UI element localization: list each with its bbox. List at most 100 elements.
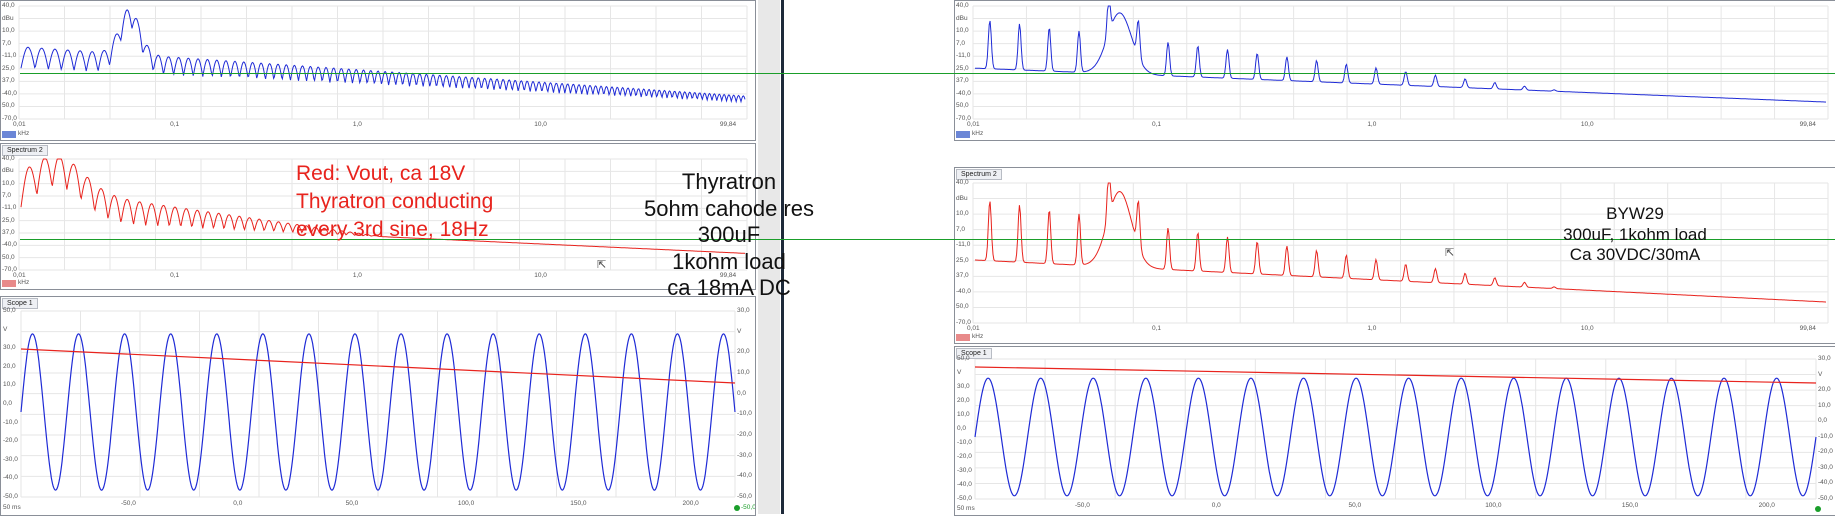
y-tick-label-right: -30,0: [737, 451, 752, 459]
x-tick-label: 50,0: [345, 500, 359, 507]
y-tick-label: 37,0: [956, 272, 969, 280]
y-tick-label-right: -40,0: [1818, 479, 1833, 487]
x-tick-label: 99,84: [719, 121, 737, 128]
right-black-line-3: Ca 30VDC/30mA: [1569, 245, 1701, 264]
y-tick-label-right: 10,0: [737, 369, 750, 376]
y-tick-label-right: 0,0: [1818, 417, 1828, 425]
y-tick-label: 50,0: [2, 253, 15, 261]
right-spectrum-1-grid: [972, 5, 1829, 120]
left-black-line-4: 1kohm load: [672, 248, 786, 274]
y-tick-label-left: 30,0: [957, 383, 970, 390]
left-scope-plot: [20, 310, 736, 498]
right-spectrum-2-plot: [972, 182, 1829, 324]
y-tick-label-left: -10,0: [3, 418, 18, 426]
y-tick-label-left: -40,0: [957, 481, 972, 488]
x-tick-label: 150,0: [570, 500, 587, 507]
y-tick-label: 7,0: [2, 39, 12, 47]
x-tick-label: 200,0: [1758, 502, 1775, 509]
y-tick-label: 10,0: [2, 27, 15, 35]
y-tick-label: dBu: [956, 194, 968, 202]
left-spectrum-1-grid: [18, 5, 748, 120]
y-tick-label: -70,0: [956, 115, 971, 122]
center-divider[interactable]: [781, 0, 784, 514]
right-spectrum-1-unit-badge: [956, 131, 970, 138]
x-tick-label: 0,1: [170, 121, 180, 128]
x-tick-label: 50,0: [1348, 502, 1362, 509]
left-scope-red-trace: [20, 348, 736, 384]
left-scope-tab[interactable]: Scope 1: [2, 298, 38, 309]
x-tick-label: 0,0: [1211, 502, 1221, 509]
y-tick-label: 25,0: [956, 256, 969, 264]
x-tick-label: 1,0: [352, 272, 362, 279]
y-tick-label-left: -10,0: [957, 439, 972, 446]
y-tick-label: -11,0: [2, 52, 17, 60]
y-tick-label-right: -50,0: [737, 493, 752, 500]
reference-line-middle[interactable]: [20, 239, 1835, 240]
right-spectrum-1-unit: kHz: [972, 130, 984, 137]
left-scope-panel[interactable]: Scope 1 50,0 V 30,0 20,0 10,0 0,0 -10,0 -20,0 -3…: [0, 296, 756, 516]
x-tick-label: 99,84: [1799, 325, 1816, 332]
y-tick-label-right: 10,0: [1818, 401, 1831, 409]
left-spectrum-1-trace: [20, 9, 746, 104]
y-tick-label-left: -40,0: [3, 474, 18, 482]
y-tick-label-left: 50,0: [3, 307, 16, 314]
y-tick-label-left: 20,0: [3, 362, 16, 370]
left-red-line-3: every 3rd sine, 18Hz: [296, 218, 489, 241]
mouse-cursor-icon: ⇱: [597, 259, 607, 271]
right-spectrum-1-panel[interactable]: 40,0 dBu 10,0 7,0 -11,0 25,0 37,0 -40,0 50,0 -70,…: [954, 0, 1835, 141]
right-spectrum-2-trace: [975, 182, 1826, 303]
left-spectrum-2-plot: [18, 158, 748, 271]
right-scope-plot: [974, 358, 1817, 500]
left-spectrum-1-unit-badge: [2, 131, 16, 138]
y-tick-label-left: 0,0: [957, 425, 967, 432]
right-scope-panel[interactable]: Scope 1 50,0 V 30,0 20,0 10,0 0,0 -10,0 -20,0 -3…: [954, 346, 1835, 516]
right-spectrum-2-unit-badge: [956, 334, 970, 341]
y-tick-label: -11,0: [2, 204, 17, 212]
y-tick-label: -40,0: [2, 241, 17, 249]
reference-line-top[interactable]: [20, 73, 1835, 74]
x-tick-label: 100,0: [457, 500, 475, 507]
y-tick-label: 50,0: [956, 102, 969, 110]
right-spectrum-2-grid: [972, 182, 1829, 324]
y-tick-label: 40,0: [956, 2, 969, 9]
left-spectrum-2-unit-badge: [2, 280, 16, 287]
right-spectrum-2-panel[interactable]: Spectrum 2 40,0 dBu 10,0 7,0 -11,0 25,0 37,0 -4…: [954, 167, 1835, 344]
y-tick-label-left: -20,0: [3, 437, 18, 445]
right-spectrum-2-tab[interactable]: Spectrum 2: [956, 169, 1002, 180]
x-tick-label: 0,1: [1152, 121, 1162, 128]
y-tick-label-right: -40,0: [737, 472, 752, 480]
right-scope-end-marker[interactable]: [1815, 506, 1821, 512]
left-scope-end-label: -50,0: [741, 504, 756, 511]
y-tick-label-left: 0,0: [3, 400, 13, 407]
y-tick-label: 10,0: [956, 27, 969, 35]
y-tick-label-left: -20,0: [957, 453, 972, 460]
y-tick-label-right: V: [1818, 370, 1823, 378]
left-spectrum-1-panel[interactable]: 40,0 dBu 10,0 7,0 -11,0 25,0 37,0 -40,0 50,0 -70,…: [0, 0, 756, 141]
y-tick-label-left: 50,0: [957, 355, 970, 362]
x-tick-label: 10,0: [534, 272, 547, 279]
y-tick-label-right: 20,0: [737, 348, 750, 356]
right-scope-red-trace: [974, 366, 1817, 384]
left-spectrum-2-panel[interactable]: Spectrum 2 40,0 dBu 10,0 7,0 -11,0 25,0 37,0 -4…: [0, 143, 756, 290]
right-scope-tab[interactable]: Scope 1: [956, 348, 992, 359]
x-tick-label: 99,84: [1799, 121, 1816, 128]
y-tick-label: -70,0: [2, 115, 17, 122]
y-tick-label: 7,0: [2, 192, 12, 199]
y-tick-label-left: -50,0: [957, 495, 972, 502]
left-scope-end-marker[interactable]: [734, 505, 740, 511]
right-spectrum-1-plot: [972, 5, 1829, 120]
right-spectrum-1-trace: [975, 5, 1827, 103]
left-scrollbar[interactable]: [758, 0, 780, 514]
x-tick-label: 1,0: [352, 121, 362, 128]
y-tick-label-left: -30,0: [3, 455, 18, 463]
y-tick-label: dBu: [2, 14, 14, 22]
left-spectrum-2-tab[interactable]: Spectrum 2: [2, 145, 48, 156]
y-tick-label: 25,0: [956, 64, 969, 72]
x-tick-label: 99,84: [719, 272, 737, 279]
y-tick-label: -40,0: [956, 89, 971, 97]
x-tick-label: 0,1: [170, 272, 180, 279]
left-scope-blue-trace: [20, 333, 736, 491]
left-red-line-1: Red: Vout, ca 18V: [296, 162, 466, 185]
y-tick-label: 25,0: [2, 216, 15, 224]
left-black-line-5: ca 18mA DC: [667, 275, 791, 300]
